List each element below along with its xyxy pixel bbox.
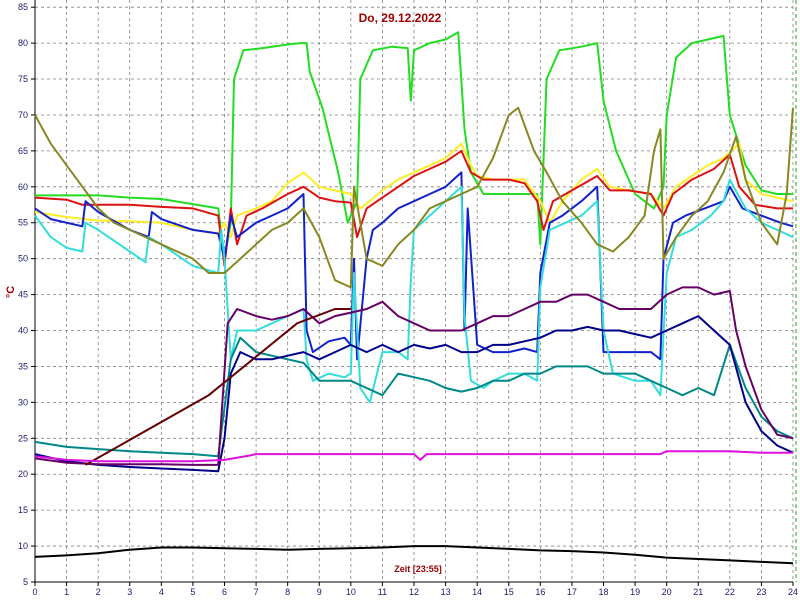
y-tick-label: 40 xyxy=(18,326,28,336)
series-line-6 xyxy=(34,106,794,289)
x-tick-label: 9 xyxy=(317,587,322,597)
series-group xyxy=(34,31,794,565)
x-tick-label: 24 xyxy=(788,587,798,597)
x-tick-label: 13 xyxy=(441,587,451,597)
y-tick-label: 75 xyxy=(18,74,28,84)
axes xyxy=(31,0,797,586)
y-tick-label: 50 xyxy=(18,254,28,264)
x-tick-labels: 0 1 2 3 4 5 6 7 8 9 10 11 12 13 14 15 16 17 18 19 20 21 22 23 24 xyxy=(32,587,798,597)
x-tick-label: 5 xyxy=(190,587,195,597)
x-tick-label: 4 xyxy=(159,587,164,597)
series-line-2 xyxy=(34,142,794,239)
y-tick-label: 25 xyxy=(18,433,28,443)
x-tick-label: 11 xyxy=(378,587,387,597)
y-tick-label: 85 xyxy=(18,2,28,12)
y-tick-labels: 5 10 15 20 25 30 35 40 45 50 55 60 65 70 75 80 85 xyxy=(18,2,28,587)
y-tick-label: 20 xyxy=(18,469,28,479)
x-tick-label: 22 xyxy=(725,587,735,597)
series-line-5 xyxy=(34,178,794,404)
y-tick-label: 5 xyxy=(23,577,28,587)
x-tick-label: 19 xyxy=(630,587,640,597)
x-axis-label: Zeit [23:55] xyxy=(394,564,442,574)
chart-title: Do, 29.12.2022 xyxy=(359,11,442,25)
series-line-9 xyxy=(34,286,794,466)
x-tick-label: 10 xyxy=(346,587,356,597)
y-tick-label: 15 xyxy=(18,505,28,515)
series-line-4 xyxy=(34,171,794,361)
x-tick-label: 16 xyxy=(535,587,545,597)
y-tick-label: 70 xyxy=(18,110,28,120)
series-line-1 xyxy=(35,31,793,260)
y-tick-label: 80 xyxy=(18,38,28,48)
series-line-11 xyxy=(34,450,793,463)
series-line-12 xyxy=(34,545,794,565)
series-line-8 xyxy=(34,315,794,473)
x-tick-label: 6 xyxy=(222,587,227,597)
y-tick-label: 65 xyxy=(18,146,28,156)
y-tick-label: 60 xyxy=(18,182,28,192)
grid xyxy=(34,0,794,583)
x-tick-label: 7 xyxy=(254,587,259,597)
x-tick-label: 3 xyxy=(127,587,132,597)
x-tick-label: 1 xyxy=(64,587,69,597)
x-tick-label: 8 xyxy=(285,587,290,597)
x-tick-label: 18 xyxy=(598,587,608,597)
x-tick-label: 0 xyxy=(32,587,37,597)
y-tick-label: 55 xyxy=(18,218,28,228)
x-tick-label: 15 xyxy=(504,587,514,597)
y-axis-label: °C xyxy=(5,286,17,298)
x-tick-label: 14 xyxy=(472,587,482,597)
y-tick-label: 10 xyxy=(18,541,28,551)
x-tick-label: 21 xyxy=(693,587,703,597)
series-line-10 xyxy=(85,308,351,466)
series-line-7 xyxy=(34,336,794,458)
x-tick-label: 17 xyxy=(567,587,577,597)
y-tick-label: 30 xyxy=(18,397,28,407)
x-tick-label: 12 xyxy=(409,587,419,597)
x-tick-label: 2 xyxy=(96,587,101,597)
x-tick-label: 20 xyxy=(662,587,672,597)
x-tick-label: 23 xyxy=(756,587,766,597)
y-tick-label: 45 xyxy=(18,290,28,300)
y-tick-label: 35 xyxy=(18,361,28,371)
